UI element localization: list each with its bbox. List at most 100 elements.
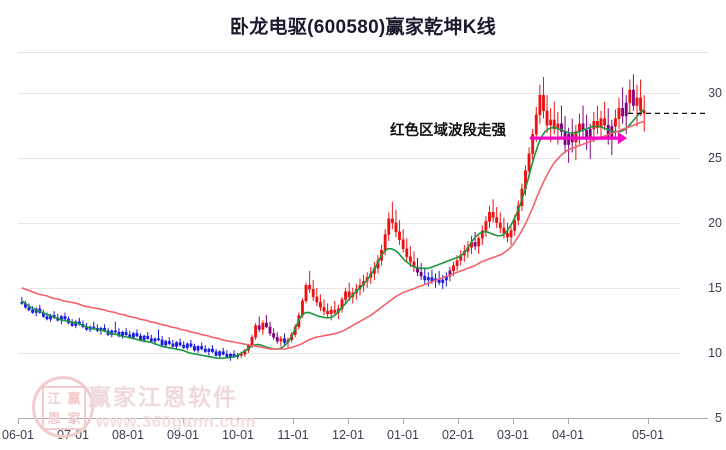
candle-body [419, 271, 423, 277]
candle-body [157, 338, 160, 341]
candle-body [534, 114, 538, 135]
candle-body [560, 123, 563, 132]
candle-body [635, 97, 639, 106]
x-axis-tick [293, 418, 294, 424]
candle-body [311, 288, 315, 298]
candle-body [631, 89, 635, 106]
candle-body [31, 309, 35, 313]
candle-body [185, 343, 189, 348]
candle-body [613, 118, 617, 127]
candle-body [495, 217, 499, 223]
x-axis-tick [183, 418, 184, 424]
x-axis-tick-label: 08-01 [112, 428, 144, 442]
overlay-annotations [530, 112, 708, 145]
candle-body [261, 322, 265, 330]
candle-body [221, 351, 225, 355]
candle-body [175, 342, 178, 347]
candle-body [275, 337, 279, 342]
candle-body [538, 94, 542, 115]
candle-body [509, 230, 513, 238]
candle-body [387, 218, 391, 235]
candle-body [218, 351, 222, 356]
gridline [18, 157, 680, 159]
candle-body [239, 354, 243, 356]
title-divider [18, 52, 708, 53]
x-axis-tick-label: 05-01 [632, 428, 664, 442]
candle-body [171, 343, 175, 347]
candle-body [153, 338, 157, 342]
candle-body [639, 97, 643, 111]
candle-body [333, 309, 337, 313]
candle-body [502, 227, 506, 234]
candle-body [624, 102, 628, 117]
annotation-label: 红色区域波段走强 [390, 122, 506, 139]
candle-body [480, 230, 484, 239]
candle-body [642, 110, 646, 114]
candle-body [196, 346, 200, 351]
candle-body [394, 222, 398, 233]
candle-body [149, 338, 153, 342]
page-title: 卧龙电驱(600580)赢家乾坤K线 [229, 17, 497, 38]
candle-body [193, 346, 196, 351]
candle-body [214, 351, 218, 356]
annotation-arrow-head [618, 132, 627, 145]
candle-body [329, 309, 333, 315]
x-axis-tick [458, 418, 459, 424]
candle-body [322, 307, 326, 312]
x-axis-tick-label: 10-01 [222, 428, 254, 442]
candle-body [146, 335, 150, 339]
candle-body [477, 238, 481, 247]
candle-body [189, 343, 193, 347]
candle-body [441, 279, 445, 283]
candle-body [452, 265, 455, 272]
candle-body [405, 248, 409, 257]
candle-body [423, 275, 427, 281]
candle-body [308, 285, 312, 290]
candle-body [408, 256, 412, 262]
plot-area [18, 60, 708, 419]
candle-body [542, 94, 545, 111]
candle-body [272, 333, 276, 338]
candle-body [131, 333, 135, 338]
x-axis-tick-label: 04-01 [552, 428, 584, 442]
candle-body [549, 119, 553, 126]
candle-body [592, 120, 596, 130]
candle-body [203, 348, 207, 352]
y-axis-tick-label: 20 [708, 215, 722, 230]
x-axis-tick [568, 418, 569, 424]
x-axis-tick-label: 11-01 [277, 428, 309, 442]
candle-body [506, 232, 509, 238]
candle-body [527, 153, 531, 171]
candle-body [401, 239, 405, 249]
candle-body [304, 285, 308, 302]
x-axis-tick [403, 418, 404, 424]
candle-body [545, 110, 549, 126]
candle-body [473, 242, 477, 247]
candle-body [426, 277, 430, 281]
gridline [18, 92, 680, 94]
x-axis-tick [73, 418, 74, 424]
candle-body [484, 221, 488, 231]
gridline [18, 222, 680, 224]
candle-body [268, 326, 272, 334]
y-axis-tick-label: 30 [708, 85, 722, 100]
candle-body [552, 119, 556, 130]
candle-body [45, 316, 49, 320]
candle-body [621, 107, 625, 117]
candle-body [160, 339, 164, 346]
gridline [18, 352, 680, 354]
candle-body [347, 291, 351, 298]
candle-body [200, 346, 204, 350]
candle-body [207, 348, 211, 352]
candle-body [498, 222, 502, 229]
candle-body [326, 311, 330, 315]
candle-body [178, 342, 182, 346]
x-axis-tick [648, 418, 649, 424]
x-axis-tick-label: 07-01 [57, 428, 89, 442]
candle-body [20, 301, 24, 304]
x-axis-tick-label: 09-01 [167, 428, 199, 442]
candle-body [283, 338, 286, 343]
candle-body [398, 231, 401, 240]
candle-body [513, 219, 517, 231]
candle-body [279, 338, 283, 342]
